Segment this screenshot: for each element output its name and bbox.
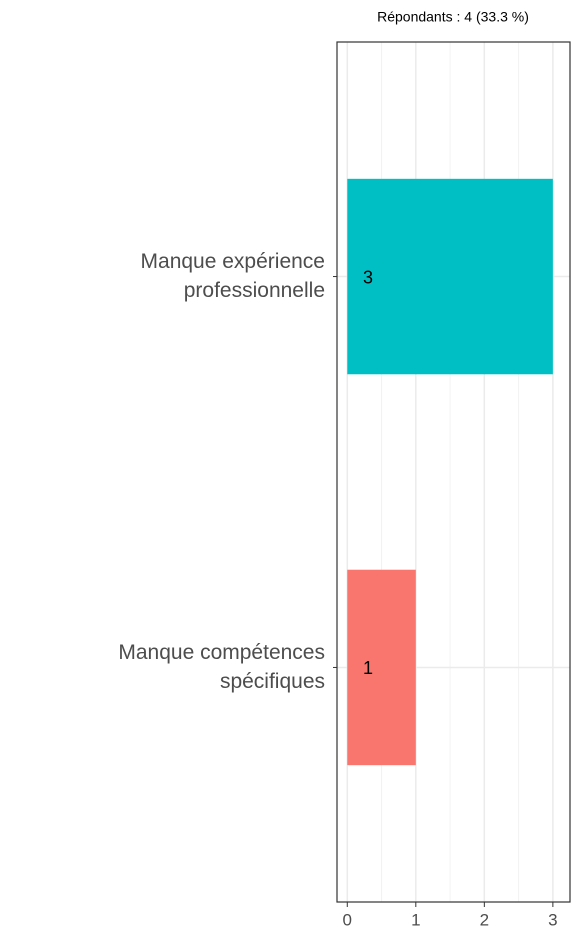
data-label: 1 [363,658,373,678]
y-tick-label: Manque compétences spécifiques [118,641,325,693]
data-label: 3 [363,267,373,287]
x-tick-label: 0 [343,910,352,929]
x-tick-label: 1 [411,910,420,929]
bar [347,178,553,375]
chart-subtitle: Répondants : 4 (33.3 %) [377,9,529,25]
bar [347,569,416,766]
x-tick-label: 2 [480,910,489,929]
panel-border [336,41,571,903]
y-tick-label: Manque expérience professionnelle [141,250,325,302]
x-tick-label: 3 [548,910,557,929]
